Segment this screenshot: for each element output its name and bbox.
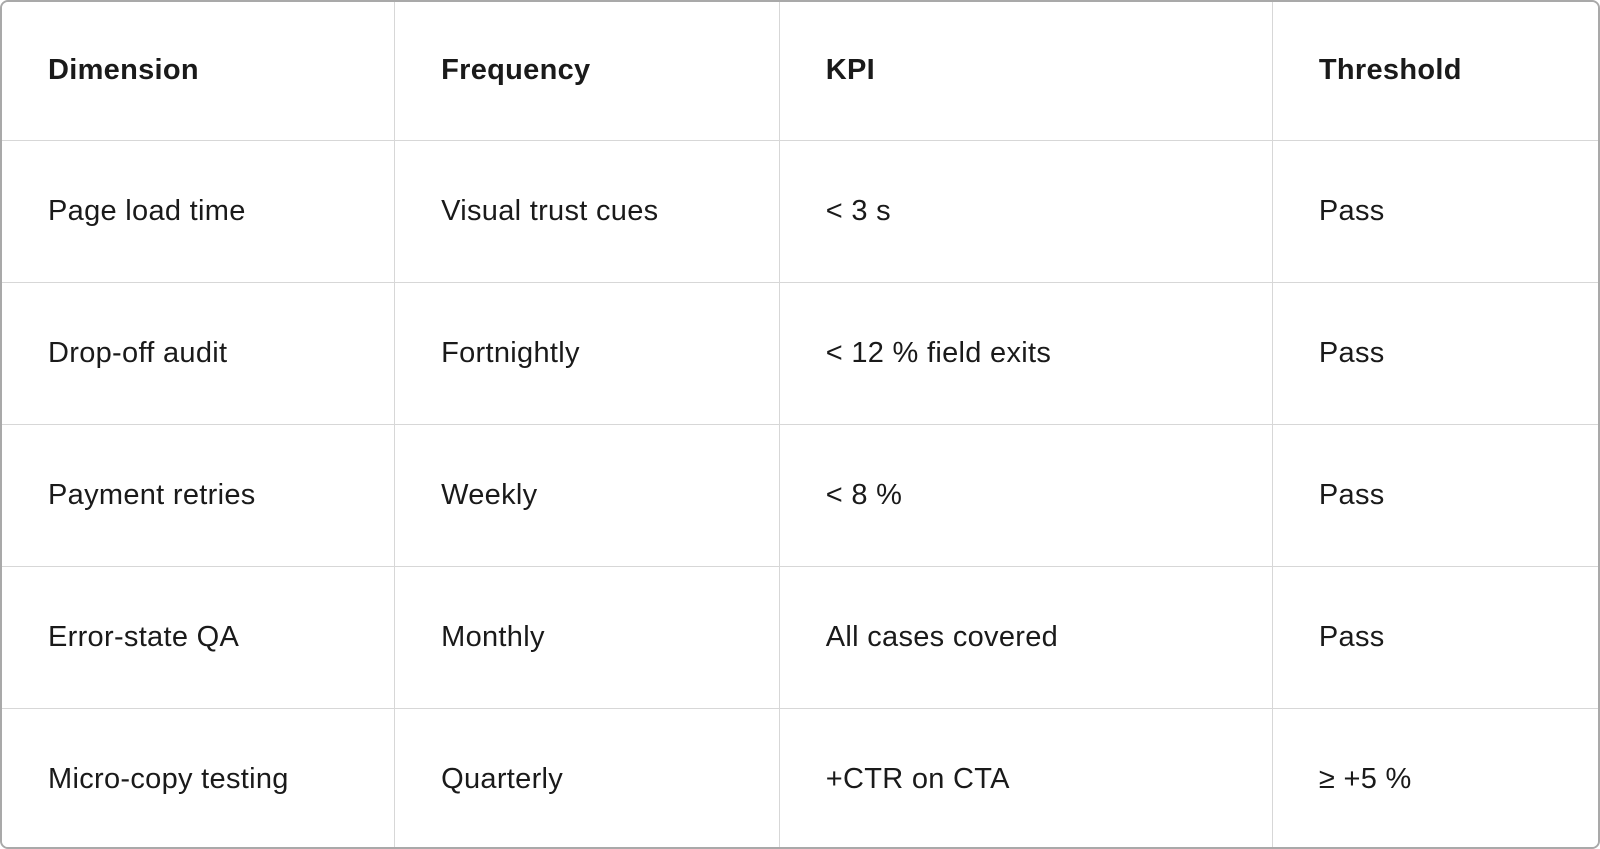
table-row: Payment retries Weekly < 8 % Pass bbox=[2, 423, 1598, 567]
cell-dimension: Drop-off audit bbox=[2, 281, 396, 425]
cell-threshold: ≥ +5 % bbox=[1271, 707, 1598, 847]
cell-frequency: Visual trust cues bbox=[394, 139, 780, 283]
cell-dimension: Micro-copy testing bbox=[2, 707, 396, 847]
cell-frequency: Monthly bbox=[394, 565, 780, 709]
table-row: Error-state QA Monthly All cases covered… bbox=[2, 565, 1598, 709]
table-row: Drop-off audit Fortnightly < 12 % field … bbox=[2, 281, 1598, 425]
table-body: Page load time Visual trust cues < 3 s P… bbox=[2, 139, 1598, 847]
cell-dimension: Payment retries bbox=[2, 423, 396, 567]
table-row: Micro-copy testing Quarterly +CTR on CTA… bbox=[2, 707, 1598, 847]
column-header-frequency: Frequency bbox=[394, 2, 780, 141]
cell-frequency: Fortnightly bbox=[394, 281, 780, 425]
cell-kpi: < 3 s bbox=[778, 139, 1273, 283]
column-header-kpi: KPI bbox=[778, 2, 1273, 141]
cell-dimension: Error-state QA bbox=[2, 565, 396, 709]
cell-kpi: +CTR on CTA bbox=[778, 707, 1273, 847]
column-header-threshold: Threshold bbox=[1271, 2, 1598, 141]
cell-frequency: Quarterly bbox=[394, 707, 780, 847]
header-row: Dimension Frequency KPI Threshold bbox=[2, 2, 1598, 141]
cell-threshold: Pass bbox=[1271, 565, 1598, 709]
column-header-dimension: Dimension bbox=[2, 2, 396, 141]
cell-kpi: All cases covered bbox=[778, 565, 1273, 709]
cell-threshold: Pass bbox=[1271, 281, 1598, 425]
cell-kpi: < 8 % bbox=[778, 423, 1273, 567]
cell-dimension: Page load time bbox=[2, 139, 396, 283]
cell-threshold: Pass bbox=[1271, 139, 1598, 283]
cell-kpi: < 12 % field exits bbox=[778, 281, 1273, 425]
table-row: Page load time Visual trust cues < 3 s P… bbox=[2, 139, 1598, 283]
table-header: Dimension Frequency KPI Threshold bbox=[2, 2, 1598, 141]
cell-frequency: Weekly bbox=[394, 423, 780, 567]
cell-threshold: Pass bbox=[1271, 423, 1598, 567]
